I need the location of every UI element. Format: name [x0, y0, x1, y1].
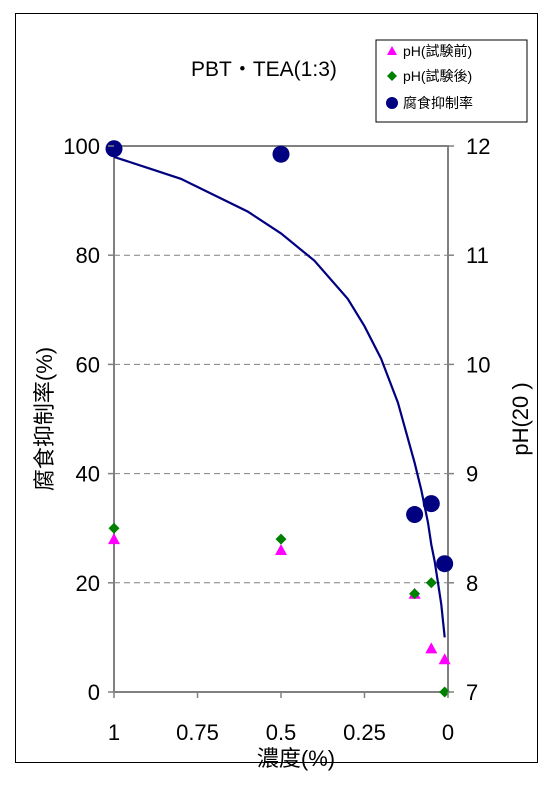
- trendline-group: [113, 155, 446, 638]
- data-points: [105, 140, 454, 698]
- gridlines: [114, 254, 448, 584]
- x-tick-label: 0.25: [343, 720, 386, 745]
- legend-circle-marker: [386, 97, 398, 109]
- legend-triangle-marker: [387, 46, 397, 55]
- y-left-tick-label: 40: [76, 462, 100, 487]
- circle-point: [436, 555, 454, 573]
- legend-box: [375, 39, 528, 123]
- x-tick-label: 0.75: [176, 720, 219, 745]
- x-axis-label: 濃度(%): [257, 746, 335, 771]
- x-tick-label: 0: [442, 720, 454, 745]
- triangle-point: [275, 544, 287, 556]
- trendline: [113, 155, 446, 638]
- y-left-tick-label: 80: [76, 243, 100, 268]
- y-right-tick-label: 7: [466, 680, 478, 705]
- y-left-tick-label: 0: [88, 680, 100, 705]
- y-right-tick-label: 11: [466, 243, 489, 268]
- legend-label-inhibition: 腐食抑制率: [403, 95, 473, 111]
- circle-point: [422, 495, 440, 513]
- legend-diamond-marker: [387, 71, 397, 81]
- circle-point: [406, 506, 424, 524]
- diamond-point: [409, 588, 421, 600]
- y-left-tick-label: 60: [76, 352, 100, 377]
- axis-ticks: 0 20 40 60 80 100 7 8 9 10 11 12 1 0.75 0.5 0.25 0: [63, 134, 490, 745]
- y-left-tick-label: 20: [76, 571, 100, 596]
- chart-frame: [15, 13, 538, 763]
- x-tick-label: 1: [108, 720, 120, 745]
- y-right-tick-label: 9: [466, 462, 478, 487]
- diamond-point: [108, 522, 120, 534]
- x-tick-label: 0.5: [266, 720, 297, 745]
- y-left-tick-label: 100: [63, 134, 100, 159]
- circle-point: [272, 145, 290, 163]
- legend-label-ph-before: pH(試験前): [403, 43, 472, 59]
- y-right-tick-label: 12: [466, 134, 490, 159]
- y-right-tick-label: 8: [466, 571, 478, 596]
- y-right-tick-label: 10: [466, 352, 490, 377]
- circle-point: [105, 140, 123, 158]
- y-axis-right-label: pH(20 ): [508, 382, 533, 455]
- triangle-point: [108, 533, 120, 545]
- triangle-point: [438, 653, 451, 665]
- plot-area: [113, 145, 449, 693]
- chart-title: PBT・TEA(1:3): [191, 58, 337, 81]
- y-axis-left-label: 腐食抑制率(%): [32, 347, 57, 491]
- legend-label-ph-after: pH(試験後): [403, 68, 472, 84]
- diamond-point: [275, 533, 287, 545]
- diamond-point: [425, 577, 437, 589]
- triangle-point: [425, 642, 438, 654]
- legend: pH(試験前) pH(試験後) 腐食抑制率: [375, 39, 528, 123]
